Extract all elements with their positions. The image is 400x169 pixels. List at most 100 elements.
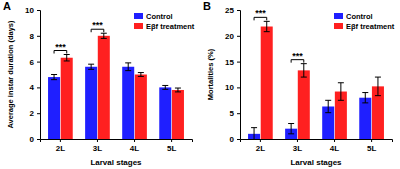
tick: 15 [225,58,240,67]
error-bar-cap [88,64,94,65]
error-bar [162,85,168,89]
error-bar-stem [365,93,366,103]
x-axis: 2L 3L 4L 5L [241,139,393,153]
error-bar-cap [251,127,257,128]
bar [159,87,171,139]
tick: 25 [225,6,240,15]
plot-area [48,33,184,139]
tick-mark [334,139,335,142]
significance-label: *** [92,20,103,30]
tick-mark [97,139,98,142]
bar [122,67,134,139]
tick: 20 [225,32,240,41]
error-bar [175,88,181,92]
tick-label: 8 [30,32,35,41]
error-bar-cap [125,70,131,71]
error-bar-cap [138,72,144,73]
tick-label: 25 [225,6,234,15]
y-axis: 0246810 [25,6,40,144]
significance: ***2L [54,42,67,54]
tick-mark [260,139,261,142]
bar [359,98,371,139]
axis-line [41,140,193,143]
x-axis: 2L 3L 4L 5L [41,139,193,153]
error-bar [138,73,144,77]
error-bar [375,77,381,96]
error-bar-cap [264,21,270,22]
tick-mark [171,139,172,142]
error-bar-stem [328,100,329,112]
tick-label: 0 [30,135,35,144]
error-bar-cap [125,62,131,63]
legend: ControlEβf treatment [334,12,395,31]
error-bar-cap [338,100,344,101]
axis-line [237,11,241,140]
bar [61,58,73,139]
tick: 3L [293,139,302,153]
significance: ***3L [291,51,304,63]
tick-label: 4L [130,144,139,153]
figure: 02468102L3L4L5LLarval stagesAverage inst… [0,0,400,169]
error-bar [125,63,131,71]
tick-label: 20 [225,32,234,41]
error-bar [325,100,331,112]
tick-mark [37,139,40,140]
significance-label: *** [55,42,66,52]
tick-mark [237,87,240,88]
error-bar-cap [138,76,144,77]
error-bar-cap [288,133,294,134]
series [61,33,184,139]
significance-label: *** [292,51,303,61]
x-axis-title: Larval stages [290,158,342,167]
tick-mark [297,139,298,142]
error-bar-stem [254,128,255,139]
tick: 4L [130,139,139,153]
error-bar-cap [301,77,307,78]
tick: 2L [56,139,65,153]
axis-line [241,140,393,143]
error-bar-cap [375,95,381,96]
legend-label: Eβf treatment [146,22,195,31]
tick-label: 10 [25,6,34,15]
tick: 10 [25,6,40,15]
tick: 10 [225,83,240,92]
tick-mark [37,10,40,11]
x-axis-title: Larval stages [90,158,142,167]
error-bar-cap [64,54,70,55]
tick-mark [134,139,135,142]
bar [261,27,273,139]
error-bar [101,33,107,38]
tick: 4L [330,139,339,153]
tick: 3L [93,139,102,153]
bar [135,75,147,140]
y-axis-title: Average instar duration (days) [6,20,15,129]
legend-item: Control [334,12,373,21]
error-bar-stem [165,85,166,89]
tick-mark [60,139,61,142]
significance: ***3L [91,20,104,32]
bar [85,67,97,139]
error-bar [338,83,344,101]
panel: 05101520252L3L4L5LLarval stagesMortaliti… [203,0,395,167]
error-bar-cap [64,60,70,61]
significance: ***2L [254,8,267,20]
error-bar [251,128,257,139]
error-bar [301,64,307,77]
error-bar [64,55,70,61]
legend-swatch [134,23,143,29]
tick-mark [237,62,240,63]
tick-mark [37,36,40,37]
legend-item: Eβf treatment [334,22,395,31]
significance-label: *** [255,8,266,18]
tick: 5L [367,139,376,153]
error-bar [362,93,368,103]
tick-label: 5L [167,144,176,153]
legend-item: Control [134,12,173,21]
tick: 5 [230,109,240,118]
legend-label: Eβf treatment [346,22,395,31]
tick-label: 2L [256,144,265,153]
error-bar-cap [325,100,331,101]
error-bar [88,64,94,69]
panel: 02468102L3L4L5LLarval stagesAverage inst… [3,0,195,167]
error-bar-stem [66,55,67,61]
